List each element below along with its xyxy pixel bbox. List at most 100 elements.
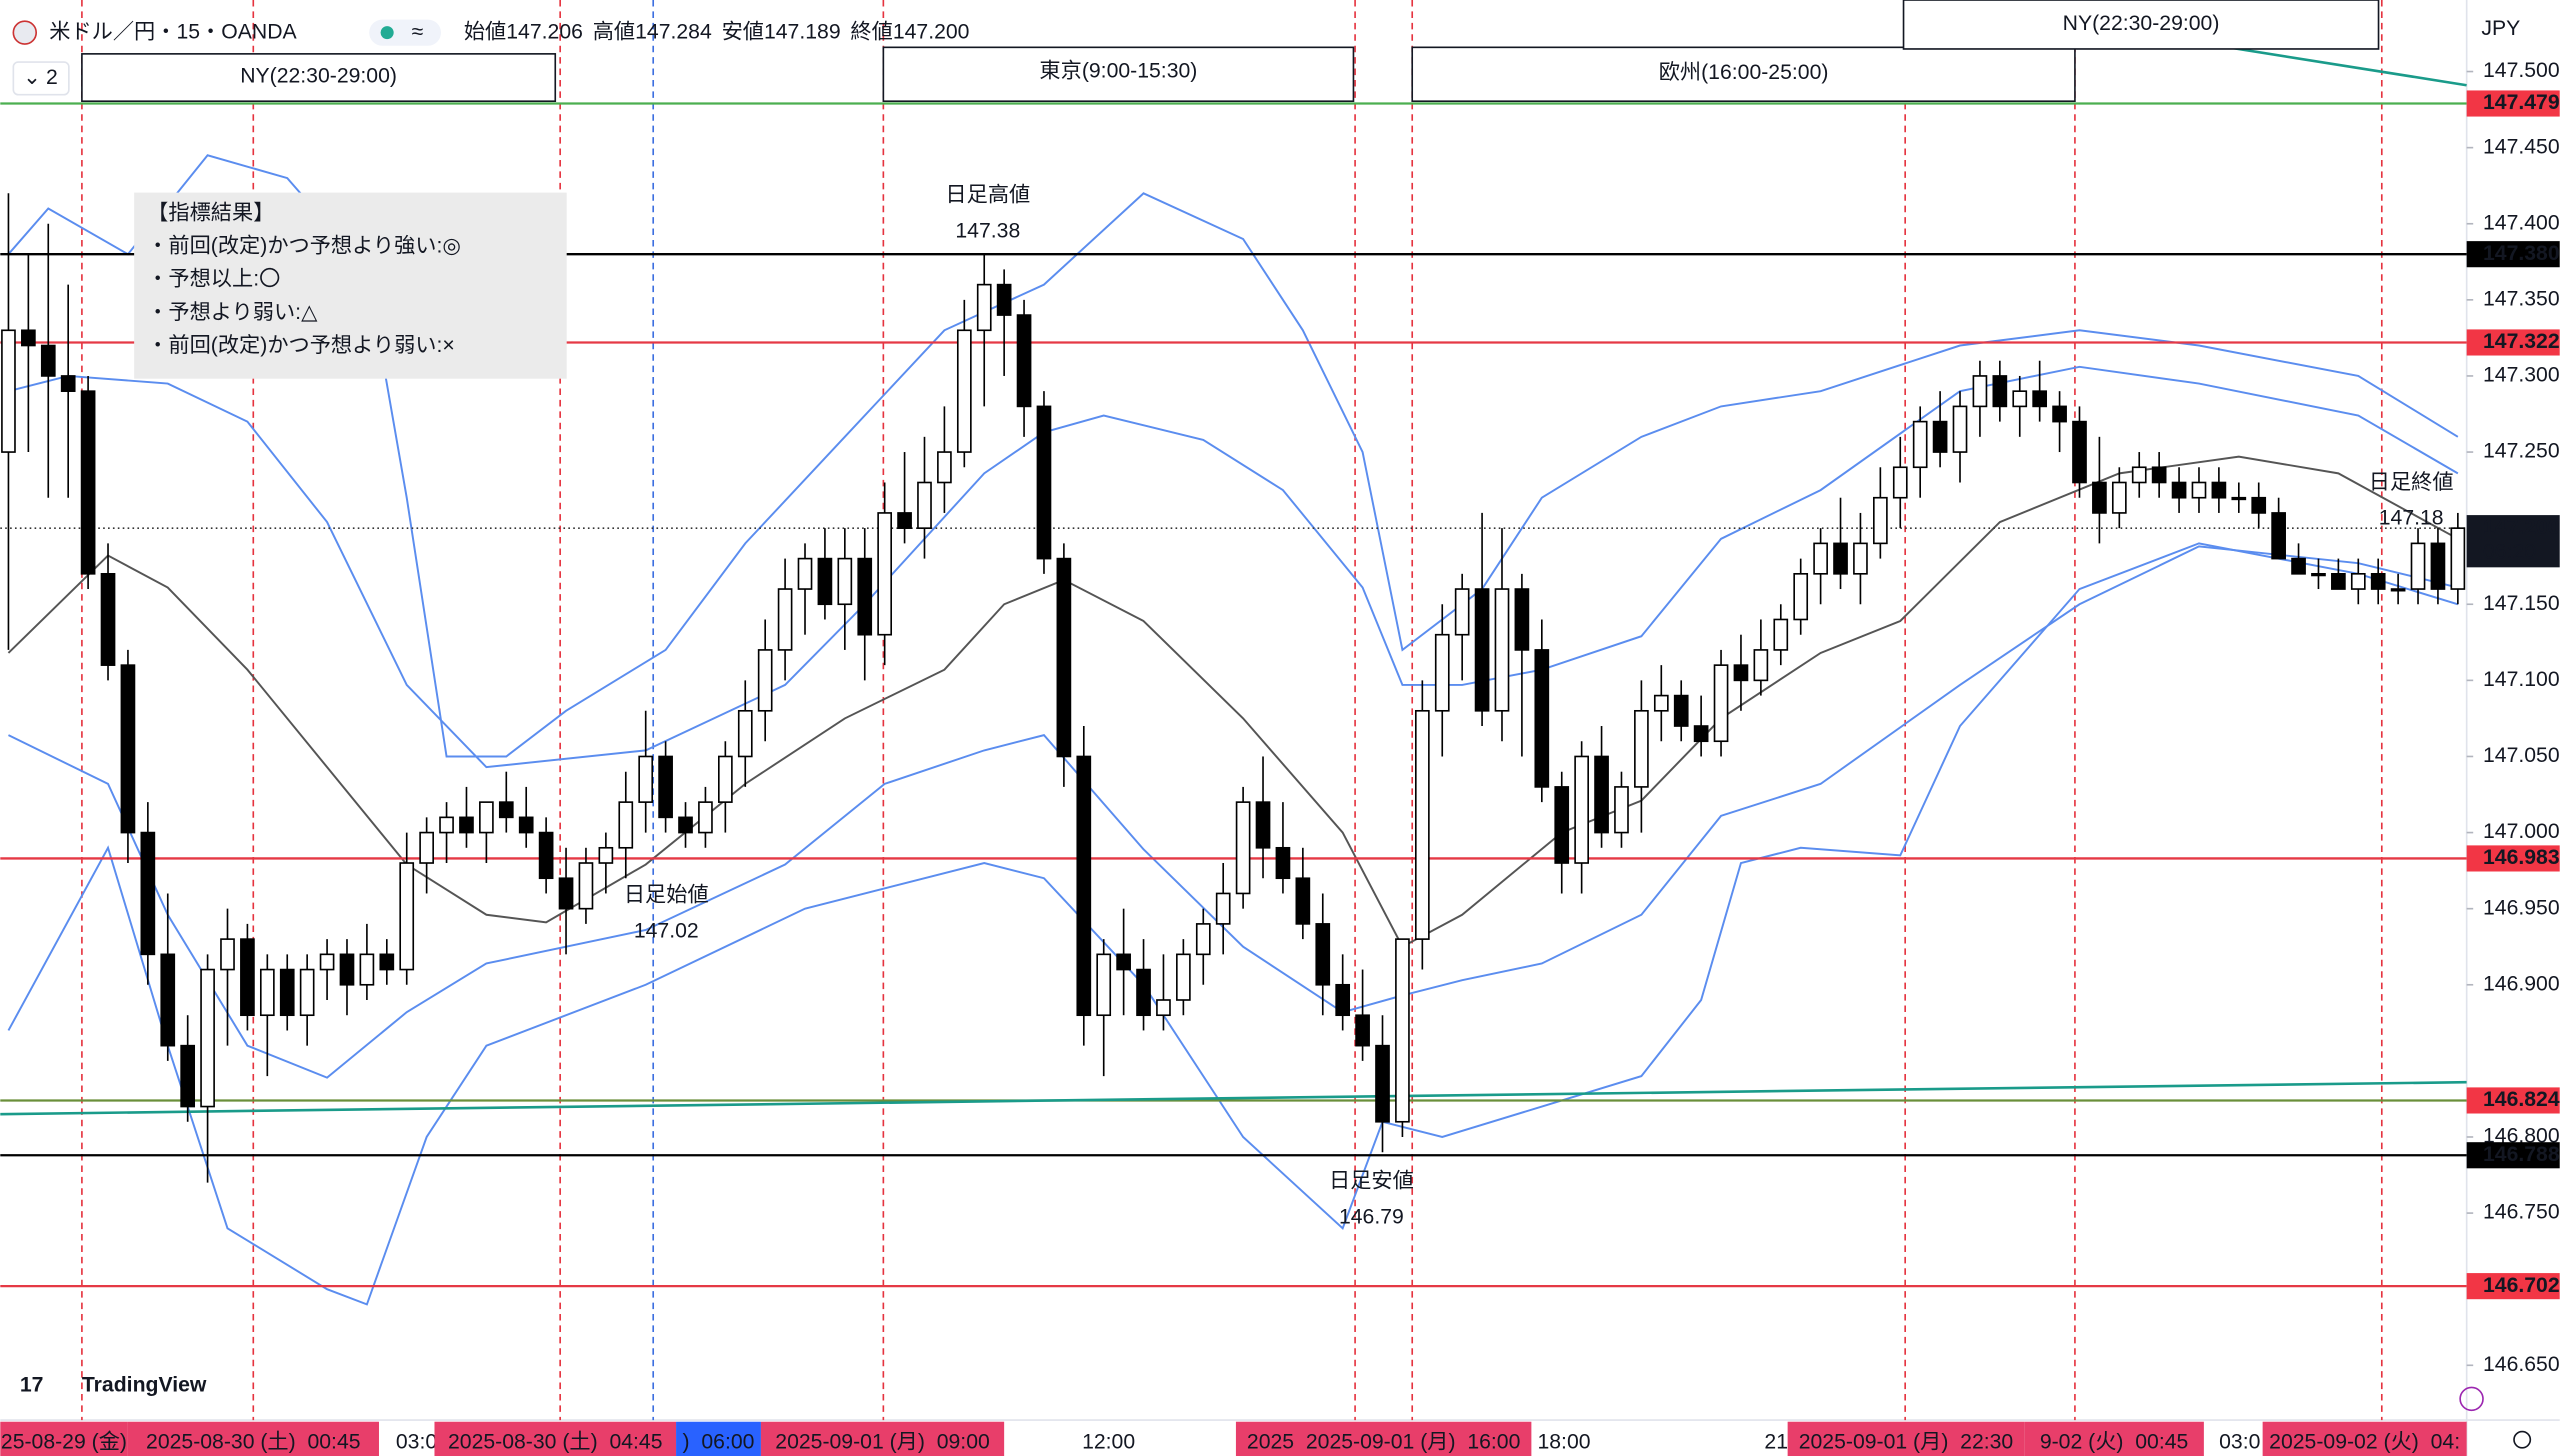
ohlc-name: 終値: [850, 19, 892, 43]
y-tick-label: 147.400: [2483, 211, 2560, 234]
candle-body: [877, 512, 893, 636]
price-label-bg: [2466, 1142, 2560, 1169]
candle-body: [498, 801, 514, 819]
candle-body: [1076, 755, 1092, 1017]
note-line: ・前回(改定)かつ予想より強い:◎: [147, 234, 461, 258]
session-box: [1411, 46, 2076, 103]
candle-body: [1853, 542, 1868, 575]
candle-body: [1116, 953, 1131, 971]
session-box: [882, 46, 1355, 103]
candle-body: [140, 831, 156, 956]
y-tick-label: 147.000: [2483, 820, 2560, 843]
status-icon: ≈: [412, 20, 424, 43]
y-tick-label: 146.800: [2483, 1125, 2560, 1148]
candle-body: [897, 512, 912, 529]
price-label-bg: [2466, 241, 2560, 268]
status-badge[interactable]: [369, 19, 442, 46]
ohlc-name: 安値: [722, 19, 764, 43]
price-label-bg: [2466, 845, 2560, 872]
candle-body: [1912, 420, 1928, 469]
session-label: 欧州(16:00-25:00): [1659, 60, 1829, 84]
annotation-value: 147.18: [2379, 507, 2444, 530]
candle-body: [1932, 420, 1948, 453]
candle-body: [2092, 481, 2107, 514]
candle-body: [1215, 892, 1231, 925]
candle-body: [976, 283, 992, 332]
y-tick-label: 147.250: [2483, 440, 2560, 463]
annotation-value: 147.38: [955, 219, 1020, 242]
candle-body: [200, 968, 215, 1108]
candle-body: [2191, 481, 2207, 499]
candle-body: [1136, 968, 1151, 1017]
x-tick-label: 2025 2025-09-01 (月) 16:00: [1247, 1431, 1520, 1454]
candle-body: [1594, 755, 1609, 834]
ohlc-legend: 始値147.206 高値147.284 安値147.189 終値147.200: [464, 19, 970, 43]
price-label: 146.702: [2483, 1274, 2560, 1297]
x-label-bg: [760, 1421, 1005, 1456]
candle-body: [2211, 481, 2227, 499]
indicator-line: [8, 545, 2459, 1079]
candle-body: [1793, 573, 1809, 621]
candle-body: [21, 329, 36, 347]
x-tick-label: 18:00: [1537, 1431, 1590, 1454]
candle-body: [419, 831, 434, 864]
candle-body: [598, 846, 614, 864]
annotation-label: 日足始値: [624, 883, 709, 907]
candle-body: [1235, 801, 1251, 895]
currency-label[interactable]: JPY: [2481, 17, 2520, 40]
candle-body: [797, 557, 813, 590]
candle-body: [817, 557, 833, 606]
settings-icon[interactable]: [2513, 1430, 2532, 1449]
candle-body: [1992, 375, 2008, 408]
watermark: TradingView: [82, 1373, 207, 1396]
candle-body: [1096, 953, 1112, 1017]
note-line: ・予想以上:〇: [147, 267, 280, 291]
candle-body: [2111, 481, 2127, 514]
candle-body: [180, 1044, 196, 1108]
annotation-value: 147.02: [634, 920, 699, 943]
candle-body: [2231, 496, 2247, 501]
candle-body: [240, 938, 255, 1017]
y-tick-label: 147.300: [2483, 364, 2560, 387]
y-tick-label: 146.650: [2483, 1353, 2560, 1376]
ohlc-value: 147.200: [893, 20, 970, 43]
candle-body: [1494, 588, 1510, 712]
y-tick-label: 147.500: [2483, 59, 2560, 82]
candle-body: [2410, 542, 2426, 590]
candle-body: [1653, 694, 1669, 712]
candle-body: [718, 755, 733, 803]
annotation-label: 日足終値: [2369, 470, 2454, 494]
candle-body: [937, 451, 952, 484]
candle-body: [459, 816, 474, 834]
candle-body: [1873, 496, 1888, 545]
y-tick-label: 147.150: [2483, 592, 2560, 615]
candle-body: [1673, 694, 1689, 727]
candle-body: [2171, 481, 2187, 499]
x-tick-label: 2025-08-30 (土) 04:45: [448, 1430, 663, 1454]
x-tick-label: 21: [1764, 1431, 1788, 1454]
candle-body: [2370, 573, 2386, 590]
y-tick-label: 147.450: [2483, 135, 2560, 158]
layout-button[interactable]: [12, 61, 70, 96]
x-tick-label: 2025-09-01 (月) 22:30: [1799, 1431, 2014, 1454]
chevron: ⌄: [23, 66, 41, 89]
candle-body: [100, 573, 116, 666]
x-tick-label: 9-02 (火) 00:45: [2040, 1431, 2189, 1454]
candle-body: [1773, 618, 1789, 651]
price-label: 147.322: [2483, 330, 2560, 353]
candle-body: [1375, 1044, 1390, 1123]
candle-body: [1355, 1014, 1370, 1047]
note-line: ・前回(改定)かつ予想より弱い:×: [147, 333, 455, 357]
candle-body: [2450, 527, 2466, 590]
candle-body: [1952, 405, 1968, 453]
candle-body: [737, 709, 753, 758]
candle-body: [1056, 557, 1072, 758]
candle-body: [2151, 466, 2167, 484]
x-tick-label: 03:0: [396, 1431, 437, 1454]
indicator-line: [7, 455, 2459, 949]
candle-body: [1474, 588, 1490, 712]
candle-body: [339, 953, 355, 986]
y-tick-label: 147.100: [2483, 668, 2560, 691]
